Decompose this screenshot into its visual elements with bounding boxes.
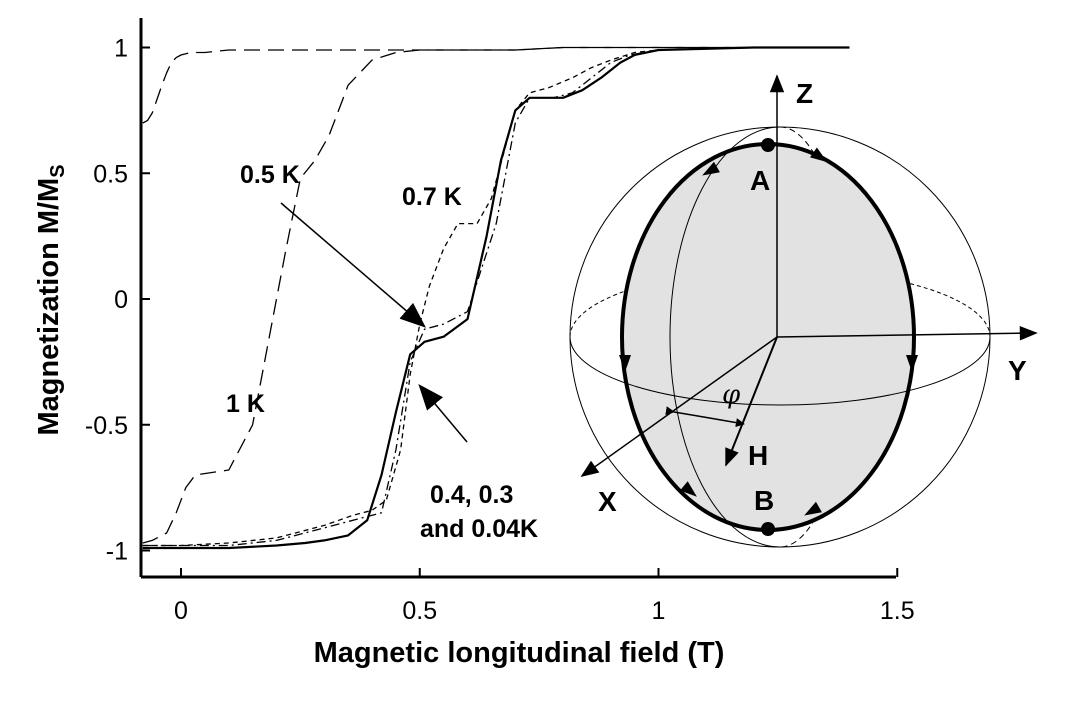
precession-arrowhead-2 (810, 147, 828, 163)
point-b-dot (761, 522, 775, 536)
arrow-05k (280, 202, 426, 328)
axis-label-z: Z (796, 78, 813, 109)
y-tick-label-0-5: 0.5 (93, 160, 128, 188)
series-layer (142, 46, 850, 550)
x-axis-title: Magnetic longitudinal field (T) (314, 637, 725, 669)
point-label-b: B (754, 485, 774, 516)
x-ticks: 0 0.5 1 1.5 (174, 568, 915, 625)
precession-arrowhead-5 (680, 481, 697, 497)
y-tick-label-0: 0 (114, 286, 128, 314)
x-tick-label-1: 1 (652, 597, 666, 625)
precession-arrowhead-4 (906, 355, 918, 372)
field-label-h: H (748, 440, 768, 471)
series-line-0-4-0-3-and-0-04k-4 (142, 46, 850, 550)
annotation-1k: 1 K (226, 390, 265, 418)
angle-arc (665, 406, 745, 428)
precession-disk (620, 142, 916, 532)
precession-arrowheads (619, 147, 918, 516)
y-axis-title-subscript: S (47, 164, 69, 177)
temperature-annotations: 1 K 0.7 K 0.5 K 0.4, 0.3 and 0.04K (226, 161, 538, 543)
field-h-arrow (725, 336, 778, 467)
y-tick-label-0-5: -0.5 (85, 412, 128, 440)
precession-arrowhead-1 (702, 161, 720, 176)
y-ticks: 1 0.5 0 -0.5 -1 (85, 35, 150, 566)
axis-label-y: Y (1008, 355, 1027, 386)
sphere-inset: Z Y X A B H φ (569, 74, 1038, 548)
x-tick-label-1-5: 1.5 (880, 597, 915, 625)
series-line-1-k-0 (142, 46, 850, 544)
annotation-low-temps-line2: and 0.04K (420, 515, 538, 543)
series-line-0-7-k-2 (142, 46, 850, 547)
y-axis-title-main: Magnetization M/M (33, 178, 65, 436)
point-label-a: A (750, 165, 770, 196)
point-a-dot (761, 138, 775, 152)
plot-axes (139, 18, 896, 579)
series-line-1-k-1 (142, 46, 850, 124)
meridian-front (669, 126, 781, 548)
x-tick-label-0-5: 0.5 (402, 597, 437, 625)
precession-arrowhead-3 (619, 355, 631, 372)
precession-arrowhead-6 (804, 501, 822, 516)
annotation-low-temps-line1: 0.4, 0.3 (430, 481, 513, 509)
y-tick-label-1: 1 (114, 35, 128, 63)
y-tick-label-1: -1 (106, 538, 128, 566)
angle-label-phi: φ (722, 380, 741, 410)
arrow-low-temps (418, 384, 468, 443)
annotation-07k: 0.7 K (402, 183, 462, 211)
axis-label-x: X (598, 486, 617, 517)
y-axis-title: Magnetization M/MS (33, 164, 69, 435)
x-tick-label-0: 0 (174, 597, 188, 625)
y-axis-arrow (776, 326, 1038, 341)
equator-front (569, 336, 991, 406)
series-line-0-5-k-3 (142, 46, 850, 547)
annotation-05k: 0.5 K (240, 161, 300, 189)
